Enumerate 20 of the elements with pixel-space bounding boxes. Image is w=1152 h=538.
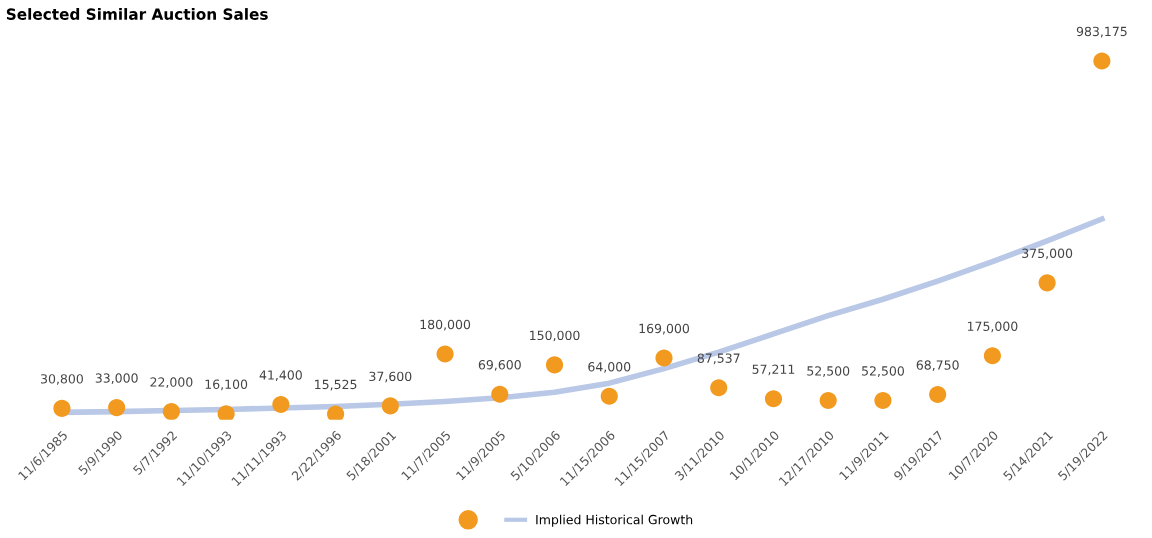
point — [545, 356, 564, 374]
point — [272, 395, 290, 414]
point — [381, 397, 399, 415]
point — [436, 345, 454, 363]
point — [491, 385, 509, 403]
point — [929, 386, 947, 404]
point — [1093, 52, 1111, 70]
point — [1038, 274, 1056, 292]
point — [600, 387, 618, 405]
point — [327, 405, 345, 420]
point — [710, 379, 728, 397]
point — [53, 399, 71, 417]
point — [108, 399, 126, 417]
point — [217, 405, 235, 420]
point — [655, 349, 673, 367]
point — [983, 347, 1001, 365]
point — [819, 391, 837, 410]
point — [874, 391, 892, 410]
point — [764, 390, 783, 408]
point — [162, 403, 180, 420]
